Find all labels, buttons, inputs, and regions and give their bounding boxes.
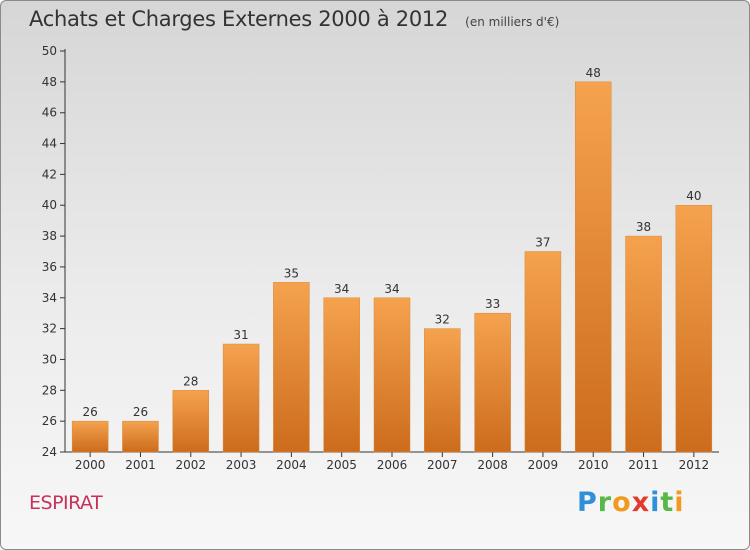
logo-letter: i <box>674 487 685 518</box>
bars: 26 26 28 31 35 34 34 32 33 37 48 38 40 <box>71 66 713 453</box>
x-tick-label: 2001 <box>125 458 156 472</box>
data-label: 31 <box>233 328 248 342</box>
bar-2010 <box>574 81 612 453</box>
logo-letter: o <box>612 487 632 518</box>
data-label: 35 <box>284 266 299 280</box>
data-label: 28 <box>183 374 198 388</box>
data-label: 40 <box>686 189 701 203</box>
chart-unit: (en milliers d'€) <box>465 15 560 29</box>
commune-name: ESPIRAT <box>29 492 103 514</box>
bar-2000 <box>71 420 109 453</box>
y-tick-label: 44 <box>42 137 57 151</box>
bar-2012 <box>675 204 713 453</box>
x-axis: 2000 2001 2002 2003 2004 2005 2006 2007 2008 2009… <box>65 451 719 472</box>
x-tick-label: 2003 <box>226 458 257 472</box>
data-label: 26 <box>83 405 98 419</box>
logo-letter: r <box>597 487 613 518</box>
y-tick-label: 48 <box>42 75 57 89</box>
y-tick-label: 46 <box>42 106 57 120</box>
bar-2001 <box>122 420 159 453</box>
bar-2002 <box>172 390 210 453</box>
x-tick-label: 2012 <box>679 458 710 472</box>
y-tick-label: 38 <box>42 229 57 243</box>
y-tick-label: 24 <box>42 445 57 459</box>
x-tick-label: 2002 <box>175 458 206 472</box>
y-tick-label: 26 <box>42 414 57 428</box>
y-tick-label: 42 <box>42 167 57 181</box>
chart-title-block: Achats et Charges Externes 2000 à 2012 (… <box>29 7 559 31</box>
bar-2003 <box>222 343 260 453</box>
proxiti-logo: Proxiti <box>577 487 685 518</box>
x-tick-label: 2005 <box>326 458 357 472</box>
y-tick-label: 50 <box>42 44 57 58</box>
logo-letter: x <box>631 487 651 518</box>
y-tick-label: 34 <box>42 291 57 305</box>
x-tick-label: 2000 <box>75 458 106 472</box>
bar-2011 <box>625 235 662 453</box>
logo-letter: t <box>660 487 675 518</box>
x-tick-label: 2008 <box>477 458 508 472</box>
data-label: 38 <box>636 220 651 234</box>
x-tick-label: 2009 <box>528 458 559 472</box>
data-label: 32 <box>435 313 450 327</box>
data-label: 34 <box>384 282 399 296</box>
x-tick-label: 2010 <box>578 458 609 472</box>
y-tick-label: 32 <box>42 322 57 336</box>
data-label: 48 <box>586 66 601 80</box>
data-label: 34 <box>334 282 349 296</box>
bar-2008 <box>474 312 511 453</box>
y-tick-label: 40 <box>42 198 57 212</box>
x-tick-label: 2006 <box>377 458 408 472</box>
y-tick-label: 30 <box>42 352 57 366</box>
data-label: 26 <box>133 405 148 419</box>
bar-2004 <box>273 282 310 453</box>
bar-2005 <box>323 297 360 453</box>
x-tick-label: 2011 <box>628 458 659 472</box>
y-tick-label: 28 <box>42 383 57 397</box>
bar-2007 <box>424 328 461 453</box>
data-label: 33 <box>485 297 500 311</box>
bar-2006 <box>373 297 411 453</box>
x-tick-label: 2007 <box>427 458 458 472</box>
chart-title: Achats et Charges Externes 2000 à 2012 <box>29 7 449 31</box>
bar-2009 <box>524 251 562 453</box>
logo-letter: P <box>577 487 598 518</box>
logo-letter: i <box>650 487 661 518</box>
y-tick-label: 36 <box>42 260 57 274</box>
y-axis: 24 26 28 30 32 34 36 38 40 42 44 46 48 50 <box>42 44 66 459</box>
x-tick-label: 2004 <box>276 458 307 472</box>
data-label: 37 <box>535 236 550 250</box>
